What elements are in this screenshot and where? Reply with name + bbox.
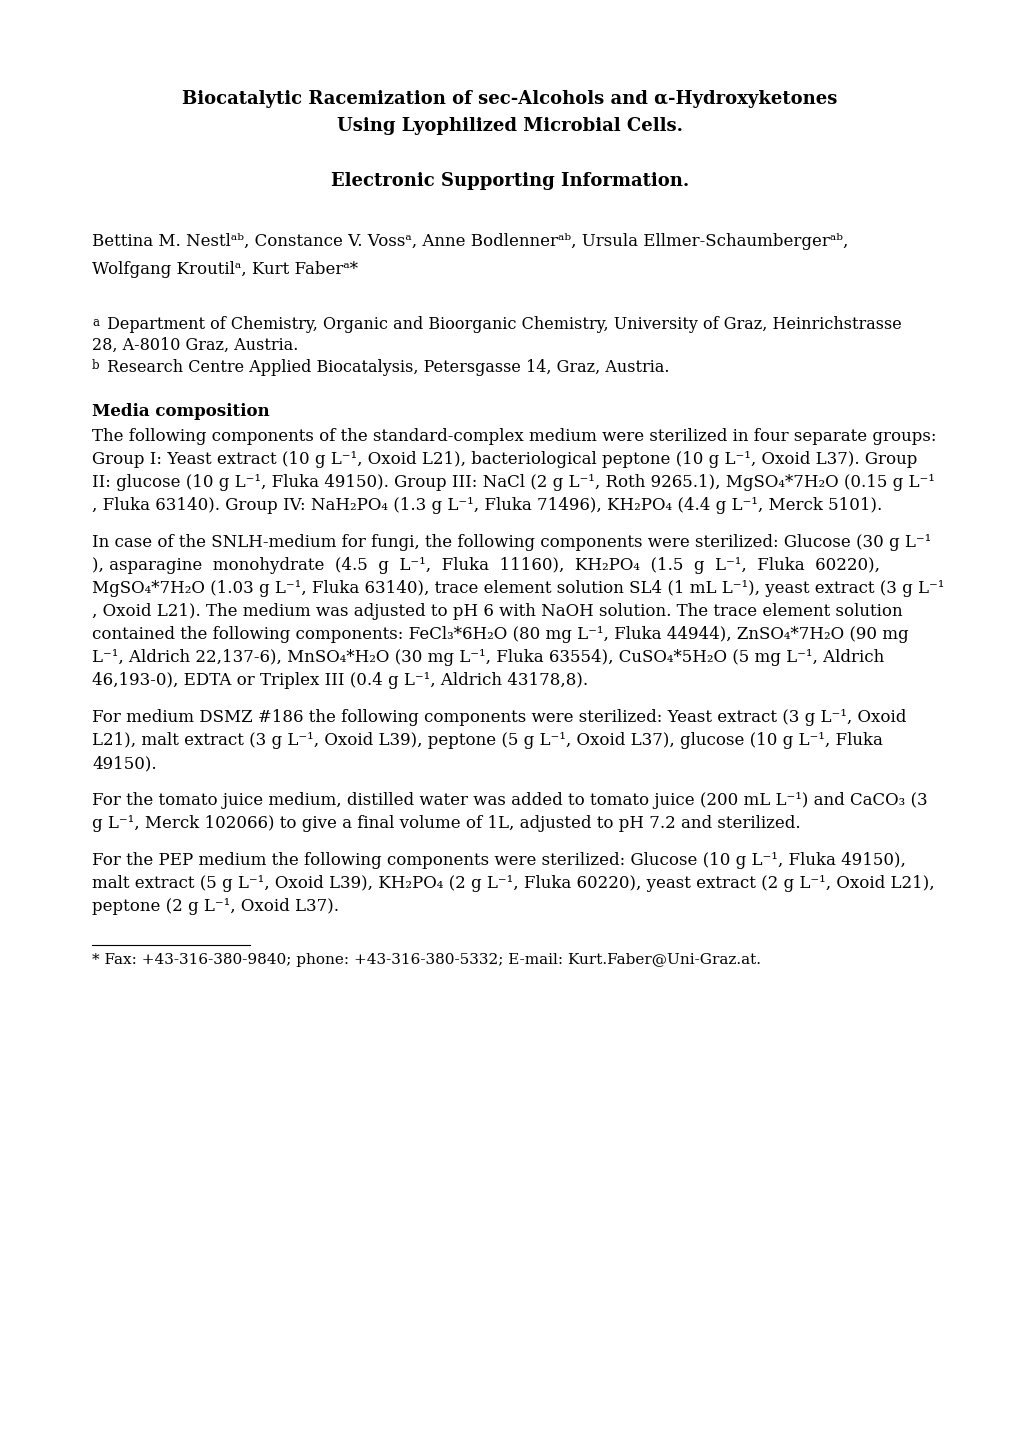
Text: For the tomato juice medium, distilled water was added to tomato juice (200 mL L: For the tomato juice medium, distilled w… — [92, 792, 926, 810]
Text: For the PEP medium the following components were sterilized: Glucose (10 g L⁻¹, : For the PEP medium the following compone… — [92, 851, 905, 869]
Text: Research Centre Applied Biocatalysis, Petersgasse 14, Graz, Austria.: Research Centre Applied Biocatalysis, Pe… — [102, 359, 668, 377]
Text: Bettina M. Nestlᵃᵇ, Constance V. Vossᵃ, Anne Bodlennerᵃᵇ, Ursula Ellmer-Schaumbe: Bettina M. Nestlᵃᵇ, Constance V. Vossᵃ, … — [92, 232, 848, 250]
Text: a: a — [92, 316, 99, 329]
Text: g L⁻¹, Merck 102066) to give a final volume of 1L, adjusted to pH 7.2 and steril: g L⁻¹, Merck 102066) to give a final vol… — [92, 815, 800, 833]
Text: Electronic Supporting Information.: Electronic Supporting Information. — [330, 172, 689, 190]
Text: The following components of the standard-complex medium were sterilized in four : The following components of the standard… — [92, 429, 935, 444]
Text: , Oxoid L21). The medium was adjusted to pH 6 with NaOH solution. The trace elem: , Oxoid L21). The medium was adjusted to… — [92, 603, 902, 620]
Text: 28, A-8010 Graz, Austria.: 28, A-8010 Graz, Austria. — [92, 338, 299, 354]
Text: , Fluka 63140). Group IV: NaH₂PO₄ (1.3 g L⁻¹, Fluka 71496), KH₂PO₄ (4.4 g L⁻¹, M: , Fluka 63140). Group IV: NaH₂PO₄ (1.3 g… — [92, 496, 881, 514]
Text: Wolfgang Kroutilᵃ, Kurt Faberᵃ*: Wolfgang Kroutilᵃ, Kurt Faberᵃ* — [92, 261, 358, 278]
Text: malt extract (5 g L⁻¹, Oxoid L39), KH₂PO₄ (2 g L⁻¹, Fluka 60220), yeast extract : malt extract (5 g L⁻¹, Oxoid L39), KH₂PO… — [92, 874, 933, 892]
Text: Group I: Yeast extract (10 g L⁻¹, Oxoid L21), bacteriological peptone (10 g L⁻¹,: Group I: Yeast extract (10 g L⁻¹, Oxoid … — [92, 452, 916, 468]
Text: b: b — [92, 359, 100, 372]
Text: peptone (2 g L⁻¹, Oxoid L37).: peptone (2 g L⁻¹, Oxoid L37). — [92, 898, 338, 915]
Text: Biocatalytic Racemization of sec-Alcohols and α-Hydroxyketones: Biocatalytic Racemization of sec-Alcohol… — [182, 89, 837, 108]
Text: II: glucose (10 g L⁻¹, Fluka 49150). Group III: NaCl (2 g L⁻¹, Roth 9265.1), MgS: II: glucose (10 g L⁻¹, Fluka 49150). Gro… — [92, 473, 934, 491]
Text: ), asparagine  monohydrate  (4.5  g  L⁻¹,  Fluka  11160),  KH₂PO₄  (1.5  g  L⁻¹,: ), asparagine monohydrate (4.5 g L⁻¹, Fl… — [92, 557, 879, 574]
Text: 49150).: 49150). — [92, 755, 157, 772]
Text: * Fax: +43-316-380-9840; phone: +43-316-380-5332; E-mail: Kurt.Faber@Uni-Graz.at: * Fax: +43-316-380-9840; phone: +43-316-… — [92, 952, 760, 967]
Text: Media composition: Media composition — [92, 403, 269, 420]
Text: 46,193-0), EDTA or Triplex III (0.4 g L⁻¹, Aldrich 43178,8).: 46,193-0), EDTA or Triplex III (0.4 g L⁻… — [92, 672, 588, 688]
Text: For medium DSMZ #186 the following components were sterilized: Yeast extract (3 : For medium DSMZ #186 the following compo… — [92, 709, 906, 726]
Text: In case of the SNLH-medium for fungi, the following components were sterilized: : In case of the SNLH-medium for fungi, th… — [92, 534, 930, 551]
Text: L21), malt extract (3 g L⁻¹, Oxoid L39), peptone (5 g L⁻¹, Oxoid L37), glucose (: L21), malt extract (3 g L⁻¹, Oxoid L39),… — [92, 732, 882, 749]
Text: L⁻¹, Aldrich 22,137-6), MnSO₄*H₂O (30 mg L⁻¹, Fluka 63554), CuSO₄*5H₂O (5 mg L⁻¹: L⁻¹, Aldrich 22,137-6), MnSO₄*H₂O (30 mg… — [92, 649, 883, 667]
Text: Using Lyophilized Microbial Cells.: Using Lyophilized Microbial Cells. — [336, 117, 683, 136]
Text: MgSO₄*7H₂O (1.03 g L⁻¹, Fluka 63140), trace element solution SL4 (1 mL L⁻¹), yea: MgSO₄*7H₂O (1.03 g L⁻¹, Fluka 63140), tr… — [92, 580, 944, 597]
Text: contained the following components: FeCl₃*6H₂O (80 mg L⁻¹, Fluka 44944), ZnSO₄*7: contained the following components: FeCl… — [92, 626, 908, 644]
Text: Department of Chemistry, Organic and Bioorganic Chemistry, University of Graz, H: Department of Chemistry, Organic and Bio… — [102, 316, 901, 333]
